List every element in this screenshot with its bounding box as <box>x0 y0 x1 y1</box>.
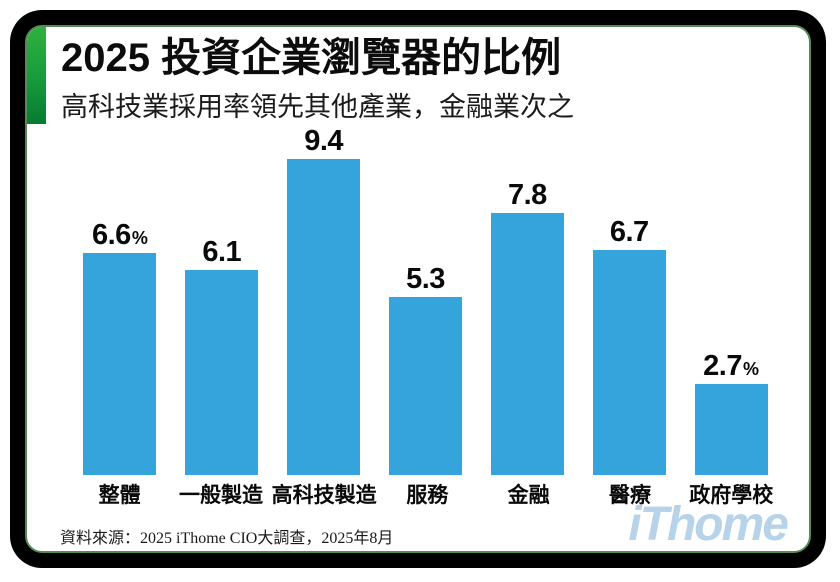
category-label: 高科技製造 <box>271 484 377 507</box>
bar-value-label: 9.4 <box>304 125 344 158</box>
bar-chart: 6.6% 6.1 9.4 5.3 7.8 6.7 2.7% 整體 一般製造 高科技製造 服務 金融 醫… <box>69 123 782 507</box>
bar <box>83 253 157 475</box>
page-title: 2025 投資企業瀏覽器的比例 <box>61 36 562 80</box>
header: 2025 投資企業瀏覽器的比例 高科技業採用率領先其他產業，金融業次之 <box>61 35 801 124</box>
category-label: 一般製造 <box>178 484 263 507</box>
bar <box>185 270 259 475</box>
category-label: 服務 <box>406 484 449 507</box>
bar-value-label: 6.1 <box>202 236 242 269</box>
category-label: 整體 <box>98 484 141 507</box>
page-subtitle: 高科技業採用率領先其他產業，金融業次之 <box>61 92 574 122</box>
bar-value-label: 2.7% <box>703 350 759 383</box>
outer-black-frame: 2025 投資企業瀏覽器的比例 高科技業採用率領先其他產業，金融業次之 6.6%… <box>10 10 826 568</box>
category-label: 政府學校 <box>689 484 774 507</box>
bar-column: 7.8 <box>476 123 578 475</box>
percent-suffix: % <box>131 228 148 249</box>
green-accent-bar <box>27 27 46 124</box>
percent-suffix: % <box>742 359 759 380</box>
bar-column: 5.3 <box>375 123 477 475</box>
category-label: 金融 <box>507 484 550 507</box>
bar-column: 9.4 <box>273 123 375 475</box>
bar <box>287 159 361 475</box>
ithome-logo: iThome <box>628 498 789 551</box>
bar-column: 2.7% <box>680 123 782 475</box>
bars-row: 6.6% 6.1 9.4 5.3 7.8 6.7 2.7% <box>69 123 782 475</box>
bar-value-label: 7.8 <box>507 178 547 211</box>
bar <box>592 249 666 475</box>
inner-panel: 2025 投資企業瀏覽器的比例 高科技業採用率領先其他產業，金融業次之 6.6%… <box>25 25 811 553</box>
bar <box>694 384 768 475</box>
bar-column: 6.6% <box>69 123 171 475</box>
bar <box>490 212 564 475</box>
bar-column: 6.7 <box>578 123 680 475</box>
bar-value-label: 5.3 <box>406 262 445 295</box>
bar <box>389 296 462 475</box>
bar-column: 6.1 <box>171 123 273 475</box>
categories-row: 整體 一般製造 高科技製造 服務 金融 醫療 政府學校 <box>69 479 782 509</box>
bar-value-label: 6.6% <box>92 219 148 252</box>
bar-value-label: 6.7 <box>609 215 649 248</box>
category-label: 醫療 <box>608 484 651 507</box>
source-note: 資料來源：2025 iThome CIO大調查，2025年8月 <box>60 530 394 547</box>
